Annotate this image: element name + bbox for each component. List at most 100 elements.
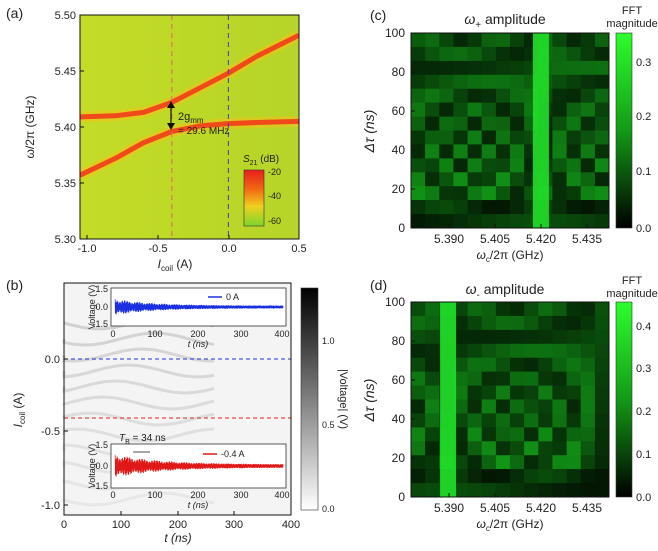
panel-b-colorbar bbox=[300, 287, 319, 511]
fft-cell bbox=[552, 315, 567, 331]
fft-cell bbox=[510, 343, 525, 359]
fft-cell bbox=[495, 60, 511, 76]
fft-cell bbox=[481, 144, 497, 159]
fft-cell bbox=[552, 130, 567, 145]
fft-cell bbox=[580, 343, 596, 359]
fft-cell bbox=[538, 302, 553, 317]
fft-cell bbox=[580, 427, 596, 442]
fft-cell bbox=[467, 88, 483, 104]
fft-cell bbox=[594, 144, 609, 159]
fft-cell bbox=[425, 116, 440, 131]
fft-cell bbox=[453, 186, 468, 201]
fft-cell bbox=[552, 144, 567, 159]
fft-cell bbox=[566, 172, 582, 187]
panel-c-y-tick-label: 20 bbox=[392, 182, 406, 196]
panel-d-y-tick-label: 60 bbox=[392, 373, 406, 387]
fft-cell bbox=[510, 371, 525, 386]
fft-cell bbox=[510, 116, 525, 131]
panel-b-fringe bbox=[62, 427, 215, 443]
panel-a-y-tick-label: 5.40 bbox=[55, 122, 76, 134]
fft-cell bbox=[495, 144, 511, 159]
fft-cell bbox=[495, 116, 511, 131]
fft-cell bbox=[552, 413, 567, 428]
fft-cell bbox=[453, 441, 468, 456]
fft-cell bbox=[495, 88, 511, 104]
panel-b-fringe bbox=[62, 347, 215, 363]
panel-d-y-tick-label: 100 bbox=[385, 295, 405, 309]
fft-cell bbox=[467, 74, 483, 90]
fft-cell bbox=[411, 455, 426, 470]
fft-cell bbox=[524, 343, 539, 359]
panel-c-label: (c) bbox=[370, 7, 386, 23]
fft-cell bbox=[481, 343, 497, 359]
inset-bottom-x-tick: 300 bbox=[233, 490, 248, 500]
fft-cell bbox=[552, 74, 567, 90]
fft-cell bbox=[495, 172, 511, 187]
fft-cell bbox=[425, 413, 440, 428]
inset-bottom-x-tick: 400 bbox=[274, 490, 289, 500]
fft-cell bbox=[495, 441, 511, 456]
panel-c-cb-tick: 0.2 bbox=[636, 111, 651, 123]
panel-b-fringe bbox=[62, 331, 215, 347]
coupling-value: = 29.6 MHz bbox=[178, 126, 229, 137]
fft-cell bbox=[453, 413, 468, 428]
panel-d-colorbar bbox=[615, 301, 633, 498]
fft-cell bbox=[467, 60, 483, 76]
fft-cell bbox=[453, 33, 468, 48]
fft-cell bbox=[495, 357, 511, 373]
panel-c-y-tick-label: 80 bbox=[392, 65, 406, 79]
fft-cell bbox=[481, 315, 497, 331]
fft-cell bbox=[524, 441, 539, 456]
fft-cell bbox=[411, 186, 426, 201]
fft-cell bbox=[594, 399, 609, 414]
fft-cell bbox=[439, 158, 454, 173]
inset-top-x-tick: 200 bbox=[190, 329, 205, 339]
inset-bottom-y-tick: -1.5 bbox=[92, 481, 108, 491]
fft-cell bbox=[453, 144, 468, 159]
fft-cell bbox=[580, 158, 596, 173]
fft-cell bbox=[411, 399, 426, 414]
fft-cell bbox=[552, 33, 567, 48]
fft-cell bbox=[510, 172, 525, 187]
fft-bright-column bbox=[532, 33, 549, 228]
fft-cell bbox=[453, 60, 468, 76]
fft-cell bbox=[425, 46, 440, 62]
fft-cell bbox=[524, 315, 539, 331]
fft-cell bbox=[439, 74, 454, 90]
panel-b-y-tick-label: 0.0 bbox=[45, 354, 60, 366]
fft-cell bbox=[411, 74, 426, 90]
panel-a-y-tick-label: 5.45 bbox=[55, 66, 76, 78]
fft-cell bbox=[495, 46, 511, 62]
fft-cell bbox=[467, 357, 483, 373]
fft-cell bbox=[481, 357, 497, 373]
panel-c: (c) ω+ amplitude 100 80 60 40 20 0 5.390… bbox=[361, 5, 658, 264]
fft-cell bbox=[594, 413, 609, 428]
fft-cell bbox=[425, 88, 440, 104]
fft-cell bbox=[411, 441, 426, 456]
fft-cell bbox=[510, 102, 525, 117]
fft-cell bbox=[510, 455, 525, 470]
fft-cell bbox=[510, 74, 525, 90]
fft-cell bbox=[580, 371, 596, 386]
fft-cell bbox=[453, 427, 468, 442]
inset-top-x-tick: 0 bbox=[110, 329, 115, 339]
panel-d-y-tick-label: 40 bbox=[392, 412, 406, 426]
fft-cell bbox=[538, 427, 553, 442]
panel-c-cb-tick: 0.3 bbox=[636, 57, 651, 69]
fft-cell bbox=[467, 116, 483, 131]
fft-cell bbox=[467, 158, 483, 173]
panel-b-x-tick-label: 200 bbox=[169, 519, 187, 531]
fft-cell bbox=[411, 315, 426, 331]
fft-cell bbox=[481, 158, 497, 173]
fft-cell bbox=[510, 33, 525, 48]
fft-cell bbox=[467, 315, 483, 331]
panel-a-y-tick-label: 5.50 bbox=[55, 10, 76, 22]
fft-cell bbox=[538, 315, 553, 331]
panel-c-x-tick-label: 5.420 bbox=[526, 232, 556, 246]
fft-cell bbox=[538, 441, 553, 456]
fft-cell bbox=[425, 399, 440, 414]
fft-cell bbox=[495, 343, 511, 359]
fft-cell bbox=[467, 343, 483, 359]
fft-cell bbox=[411, 130, 426, 145]
fft-cell bbox=[538, 455, 553, 470]
